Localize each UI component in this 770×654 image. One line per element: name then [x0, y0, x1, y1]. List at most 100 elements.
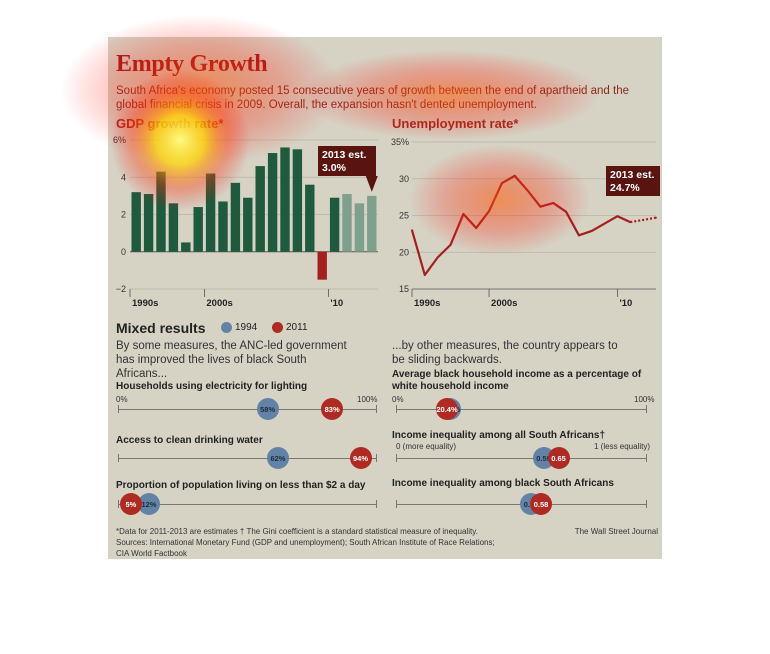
indicator-tick	[376, 500, 377, 508]
source-credit: The Wall Street Journal	[574, 527, 658, 536]
unemp-ytick-label: 20	[399, 247, 409, 257]
poverty-label: Proportion of population living on less …	[116, 480, 366, 491]
gdp-annotation-value: 3.0%	[322, 162, 347, 174]
unemployment-chart-title: Unemployment rate*	[392, 116, 519, 131]
unemp-point	[603, 222, 606, 225]
unemp-point	[629, 221, 632, 224]
gdp-bar	[168, 203, 179, 252]
value-2011-bubble: 20.4%	[436, 398, 458, 420]
infographic-panel: Empty Growth South Africa's economy post…	[108, 37, 662, 559]
gdp-bar	[305, 184, 315, 252]
income-scale-min: 0%	[392, 395, 404, 404]
unemp-point	[436, 256, 439, 259]
gdp-xtick-label: 2000s	[206, 298, 232, 309]
unemp-point	[526, 189, 529, 192]
gdp-chart: 6% 4 2 0 −2 1990s 2000s '10 2013 est.3.0%	[113, 135, 378, 309]
indicator-track	[118, 409, 376, 410]
gdp-bar	[267, 153, 278, 252]
gdp-ytick-label: 4	[121, 172, 126, 182]
unemp-point	[423, 274, 426, 276]
unemp-point	[475, 227, 478, 229]
gdp-annotation: 2013 est.3.0%	[318, 146, 376, 176]
value-2011-bubble: 5%	[119, 493, 142, 515]
unemp-ytick-label: 15	[399, 284, 409, 294]
gdp-ytick-label: 2	[121, 210, 126, 220]
gdp-chart-title: GDP growth rate*	[116, 116, 224, 131]
gdp-bar	[280, 147, 290, 252]
electricity-scale-max: 100%	[357, 395, 378, 404]
value-2011-bubble: 0.58	[530, 493, 552, 515]
gdp-bar	[292, 149, 303, 252]
gdp-bar	[218, 201, 228, 252]
unemp-point	[462, 213, 465, 215]
legend-label-1994: 1994	[235, 322, 258, 333]
indicator-tick	[646, 454, 647, 462]
indicator-tick	[118, 405, 119, 413]
gdp-bar	[367, 195, 377, 252]
unemp-point	[513, 174, 516, 177]
unemp-xtick-label: '10	[619, 298, 632, 309]
right-intro-text: ...by other measures, the country appear…	[392, 340, 618, 366]
unemp-xtick-label: 2000s	[491, 298, 517, 309]
gdp-xtick-label: 1990s	[132, 298, 158, 309]
gdp-ytick-label: −2	[116, 284, 126, 294]
gdp-bar	[317, 251, 327, 280]
unemp-point	[449, 244, 452, 246]
indicator-tick	[396, 454, 397, 462]
indicator-tick	[396, 405, 397, 413]
unemp-ytick-label: 35%	[391, 137, 409, 147]
electricity-label: Households using electricity for lightin…	[116, 381, 308, 392]
gdp-bar	[193, 207, 203, 252]
indicator-tick	[118, 500, 119, 508]
legend-dot-2011	[272, 322, 283, 333]
gini-scale-max: 1 (less equality)	[594, 442, 651, 451]
value-2011-bubble: 94%	[349, 447, 372, 469]
indicator-track	[396, 458, 646, 459]
gdp-bar	[329, 197, 340, 252]
mixed-results-title: Mixed results	[116, 320, 206, 336]
indicator-track	[396, 409, 646, 410]
value-2011-bubble: 0.65	[547, 447, 570, 469]
page-title: Empty Growth	[116, 51, 268, 77]
unemp-point	[411, 229, 413, 232]
unemp-annotation-box	[606, 166, 660, 196]
water-label: Access to clean drinking water	[116, 435, 263, 446]
unemp-annotation: 2013 est.24.7%	[606, 166, 660, 196]
unemp-annotation-label: 2013 est.	[610, 169, 654, 181]
gdp-bar	[342, 194, 352, 252]
indicator-tick	[118, 454, 119, 462]
unemp-annotation-value: 24.7%	[610, 182, 640, 194]
gdp-bar	[230, 182, 241, 252]
indicator-tick	[376, 454, 377, 462]
unemp-point	[655, 216, 657, 219]
legend-label-2011: 2011	[286, 322, 308, 333]
unemp-point	[552, 202, 555, 204]
unemp-point	[565, 210, 568, 213]
gini-all-label: Income inequality among all South Africa…	[392, 430, 606, 441]
gdp-bar	[243, 197, 253, 252]
gini-black-label: Income inequality among black South Afri…	[392, 478, 614, 489]
gdp-bar	[131, 192, 141, 252]
unemp-point	[578, 234, 580, 237]
unemp-ytick-label: 25	[399, 211, 409, 221]
unemp-point	[500, 182, 503, 185]
gdp-bar	[143, 194, 154, 252]
indicator-track	[118, 458, 376, 459]
footnote: *Data for 2011-2013 are estimates † The …	[116, 527, 495, 558]
value-1994-bubble: 62%	[266, 447, 289, 469]
unemp-line	[410, 174, 631, 277]
gdp-bar	[156, 171, 166, 252]
gdp-annotation-label: 2013 est.	[322, 149, 366, 161]
gini-scale-min: 0 (more equality)	[396, 442, 457, 451]
income-label: Average black household income as a perc…	[392, 369, 642, 392]
unemployment-chart: 35% 30 25 20 15 1990s 2000s '10 2013 est.24.7%	[391, 137, 660, 309]
gdp-annotation-pointer	[365, 176, 378, 192]
gdp-xtick-label: '10	[330, 298, 343, 309]
unemp-point	[488, 210, 490, 212]
indicator-track	[118, 504, 376, 505]
value-2011-bubble: 83%	[321, 398, 344, 420]
unemp-ytick-label: 30	[399, 174, 409, 184]
value-1994-bubble: 12%	[137, 493, 160, 515]
gdp-ytick-label: 0	[121, 247, 126, 257]
unemp-point	[616, 215, 619, 218]
